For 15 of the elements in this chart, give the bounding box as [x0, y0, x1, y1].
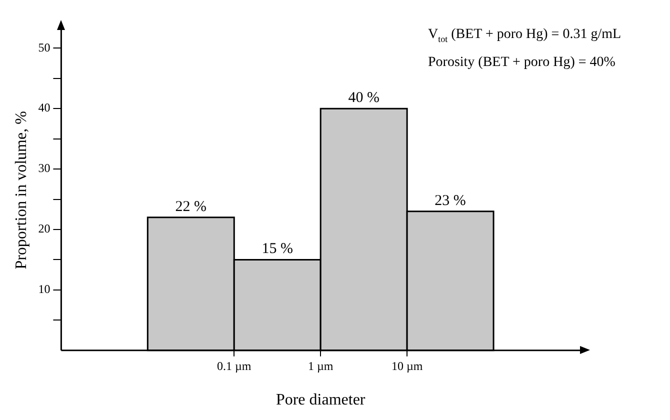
y-tick-label: 40	[38, 100, 50, 115]
data-label: 22 %	[175, 198, 207, 215]
y-axis-title: Proportion in volume, %	[12, 111, 30, 270]
x-axis-title: Pore diameter	[276, 392, 366, 409]
data-label: 23 %	[434, 192, 466, 209]
y-tick-label: 20	[38, 222, 50, 236]
x-tick-label: 1 µm	[308, 358, 334, 373]
x-tick-label: 10 µm	[391, 358, 424, 373]
y-tick-label: 30	[38, 161, 50, 176]
annotation: Porosity (BET + poro Hg) = 40%	[428, 55, 616, 70]
data-label: 40 %	[348, 90, 380, 106]
x-tick-label: 0.1 µm	[217, 358, 252, 373]
data-label: 15 %	[262, 241, 293, 258]
y-tick-label: 50	[38, 40, 50, 54]
y-tick-label: 10	[38, 282, 50, 296]
